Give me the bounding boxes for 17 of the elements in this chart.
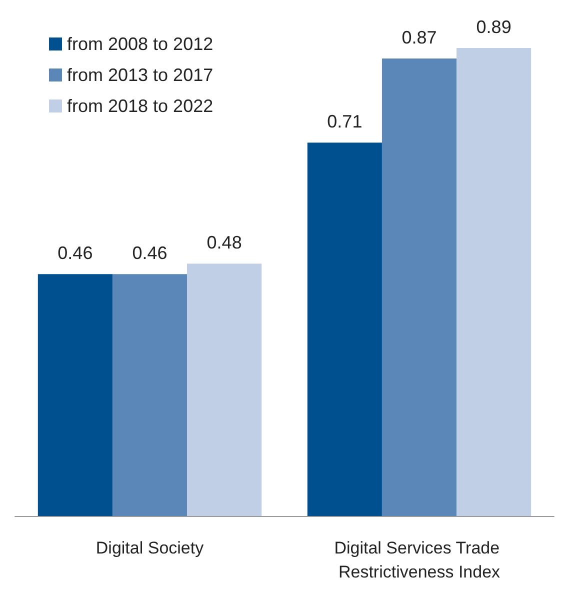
bar: [187, 264, 262, 516]
bar: [112, 274, 188, 516]
x-tick-label: Digital Society: [96, 538, 204, 558]
data-label: 0.48: [206, 232, 242, 253]
data-label: 0.46: [58, 243, 93, 264]
data-label: 0.71: [327, 112, 362, 132]
bar: [38, 274, 112, 516]
data-label: 0.46: [132, 243, 168, 264]
legend-label: from 2008 to 2012: [67, 34, 214, 54]
data-label: 0.89: [476, 17, 512, 37]
data-label: 0.87: [402, 28, 437, 48]
bar: [456, 48, 532, 516]
bar: [307, 142, 382, 516]
x-tick-label: Digital Services Trade Restrictiveness Index: [334, 538, 504, 582]
legend-label: from 2018 to 2022: [67, 96, 214, 116]
legend-label: from 2013 to 2017: [67, 65, 214, 85]
bar: [382, 58, 457, 516]
